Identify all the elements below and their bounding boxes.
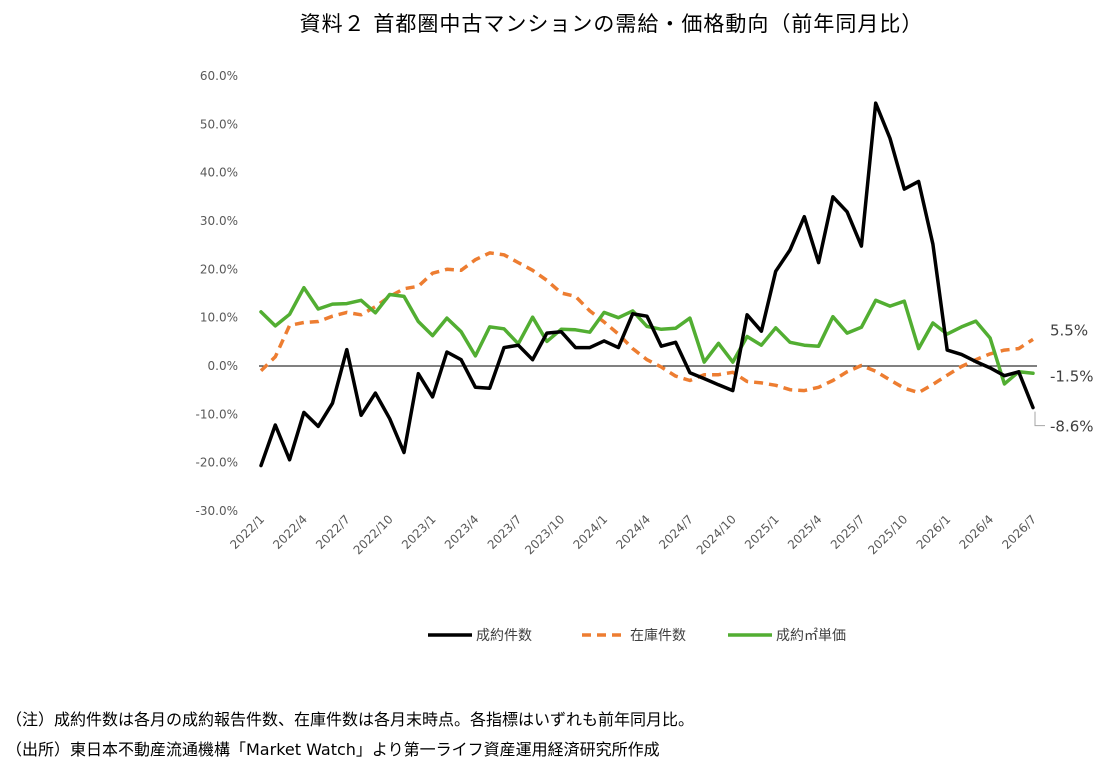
x-tick-label: 2023/4 (442, 512, 482, 552)
x-tick-label: 2024/7 (656, 512, 696, 552)
x-tick-label: 2022/4 (270, 512, 310, 552)
end-label: -1.5% (1050, 367, 1094, 385)
y-tick-label: 30.0% (200, 214, 238, 228)
leader-line (1034, 411, 1045, 427)
y-axis: 60.0% 50.0% 40.0% 30.0% 20.0% 10.0% 0.0% -10.0%… (196, 69, 238, 518)
x-tick-label: 2023/1 (399, 512, 439, 552)
series-line-2 (259, 251, 1034, 395)
legend: 成約件数 在庫件数 成約㎡単価 (428, 627, 846, 644)
x-tick-label: 2023/10 (522, 512, 567, 557)
x-tick-label: 2022/10 (351, 512, 396, 557)
legend-label: 成約件数 (476, 628, 532, 644)
y-tick-label: -20.0% (196, 456, 238, 470)
y-tick-label: 20.0% (200, 262, 238, 276)
y-tick-label: 50.0% (200, 117, 238, 131)
series-line-3 (259, 285, 1035, 386)
end-label: 5.5% (1050, 321, 1088, 339)
end-label: -8.6% (1050, 418, 1094, 436)
x-tick-label: 2022/7 (313, 512, 353, 552)
y-tick-label: 0.0% (208, 359, 239, 373)
source-line: （出所）東日本不動産流通機構「Market Watch」より第一ライフ資産運用経… (6, 740, 660, 759)
y-tick-label: 10.0% (200, 311, 238, 325)
x-tick-label: 2022/1 (227, 512, 267, 552)
end-labels: 5.5% -1.5% -8.6% (1034, 321, 1094, 436)
chart-svg: 60.0% 50.0% 40.0% 30.0% 20.0% 10.0% 0.0% -10.0%… (196, 69, 1094, 644)
x-tick-label: 2026/4 (956, 512, 996, 552)
y-tick-label: -10.0% (196, 407, 238, 421)
chart-title: 資料２ 首都圏中古マンションの需給・価格動向（前年同月比） (299, 12, 924, 36)
x-tick-label: 2024/4 (613, 512, 653, 552)
legend-label: 在庫件数 (630, 627, 686, 644)
x-tick-label: 2025/1 (742, 512, 782, 552)
series-line-1 (259, 101, 1035, 468)
y-tick-label: -30.0% (196, 504, 238, 518)
y-tick-label: 60.0% (200, 69, 238, 83)
legend-label: 成約㎡単価 (776, 628, 846, 644)
x-tick-label: 2026/7 (999, 512, 1039, 552)
x-tick-label: 2024/1 (570, 512, 610, 552)
note-line: （注）成約件数は各月の成約報告件数、在庫件数は各月末時点。各指標はいずれも前年同… (6, 710, 695, 729)
y-tick-label: 40.0% (200, 166, 238, 180)
x-tick-label: 2025/7 (828, 512, 868, 552)
x-tick-label: 2026/1 (914, 512, 954, 552)
series-lines (259, 101, 1035, 468)
x-tick-label: 2025/4 (785, 512, 825, 552)
x-tick-label: 2023/7 (485, 512, 525, 552)
x-tick-label: 2024/10 (694, 512, 739, 557)
x-tick-label: 2025/10 (865, 512, 910, 557)
